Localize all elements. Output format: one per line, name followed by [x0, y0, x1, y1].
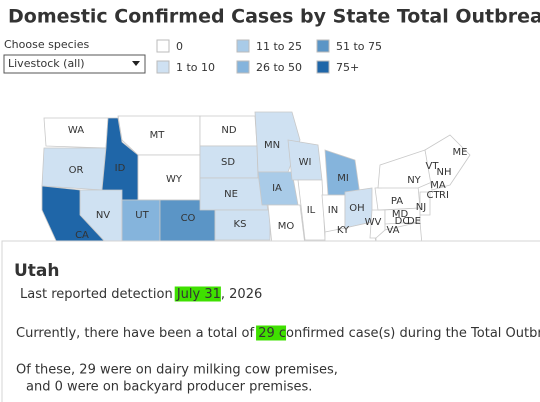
legend-label: 51 to 75	[336, 40, 382, 53]
legend-label: 26 to 50	[256, 61, 302, 74]
state[interactable]	[214, 209, 271, 241]
state-label: MI	[337, 173, 349, 184]
state-label: NH	[437, 167, 452, 178]
state-label: NY	[407, 175, 421, 186]
state-label: MA	[430, 180, 446, 191]
tooltip-state: Utah	[14, 261, 60, 281]
backyard-line: and 0 were on backyard producer premises…	[26, 380, 312, 395]
legend-label: 0	[176, 40, 183, 53]
state-label: ND	[221, 125, 236, 136]
detection-line: Last reported detection July 31, 2026	[20, 287, 262, 302]
legend-label: 75+	[336, 61, 359, 74]
state-label: IL	[307, 205, 316, 216]
total-line: Currently, there have been a total of 29…	[16, 326, 540, 341]
state-label: MO	[278, 221, 295, 232]
state[interactable]	[121, 199, 161, 246]
dairy-line: Of these, 29 were on dairy milking cow p…	[16, 363, 338, 378]
tooltip: Utah Last reported detection July 31, 20…	[1, 240, 540, 402]
state-label: CT	[426, 190, 440, 201]
state-label: VT	[426, 161, 440, 172]
legend-swatch	[236, 39, 250, 53]
state-label: KS	[234, 219, 247, 230]
state-label: WA	[68, 125, 84, 136]
legend-swatch	[236, 60, 250, 74]
state-label: KY	[337, 225, 350, 236]
map: WA OR ID MT WY NV CA UT CO ND SD NE KS M…	[41, 111, 471, 246]
tooltip-box	[1, 240, 540, 402]
state[interactable]	[424, 134, 471, 191]
state-label: OH	[349, 203, 364, 214]
legend-swatch	[316, 39, 330, 53]
state-label: DC	[395, 216, 410, 227]
state-label: WI	[299, 157, 312, 168]
state-label: SD	[221, 157, 235, 168]
state-label: CO	[181, 213, 196, 224]
filter-label: Choose species	[4, 38, 89, 51]
state-label: MT	[150, 130, 166, 141]
legend-swatch	[156, 60, 170, 74]
highlight	[174, 286, 221, 302]
legend-label: 11 to 25	[256, 40, 302, 53]
state-label: WV	[365, 217, 382, 228]
total-prefix: Currently, there have been a total of	[16, 326, 254, 341]
state-label: OR	[69, 165, 84, 176]
state-label: ID	[115, 163, 126, 174]
state-label: MD	[392, 209, 409, 220]
state-label: WY	[166, 174, 183, 185]
state-label: NE	[224, 189, 238, 200]
state-label: CA	[75, 230, 89, 241]
state[interactable]	[377, 149, 433, 189]
state-label: IN	[328, 205, 338, 216]
total-count: 29 c	[254, 326, 286, 341]
state-label: VA	[386, 225, 399, 236]
detection-prefix: Last reported detection	[20, 287, 173, 302]
state-label: IA	[272, 183, 282, 194]
dropdown-arrow	[132, 61, 140, 66]
state-label: NJ	[416, 202, 426, 213]
highlight	[256, 325, 287, 341]
title: Domestic Confirmed Cases by State Total …	[8, 6, 540, 28]
legend-swatch	[316, 60, 330, 74]
total-suffix: onfirmed case(s) during the Total Outbre…	[286, 326, 540, 341]
legend-label: 1 to 10	[176, 61, 215, 74]
legend-swatch	[156, 39, 170, 53]
state-label: UT	[135, 210, 149, 221]
state[interactable]	[384, 207, 421, 225]
state-label: DE	[407, 216, 421, 227]
detection-year: , 2026	[221, 287, 262, 302]
state-label: MN	[264, 140, 280, 151]
species-select[interactable]	[3, 54, 146, 74]
species-value: Livestock (all)	[8, 57, 85, 70]
legend: 0 1 to 10 11 to 25 26 to 50 51 to 75 75+	[156, 39, 382, 74]
state-label: ME	[453, 147, 468, 158]
state-label: RI	[439, 190, 449, 201]
detection-date: July 31	[173, 287, 221, 302]
state[interactable]	[419, 191, 431, 216]
state-label: NV	[96, 210, 110, 221]
state-label: PA	[391, 196, 403, 207]
